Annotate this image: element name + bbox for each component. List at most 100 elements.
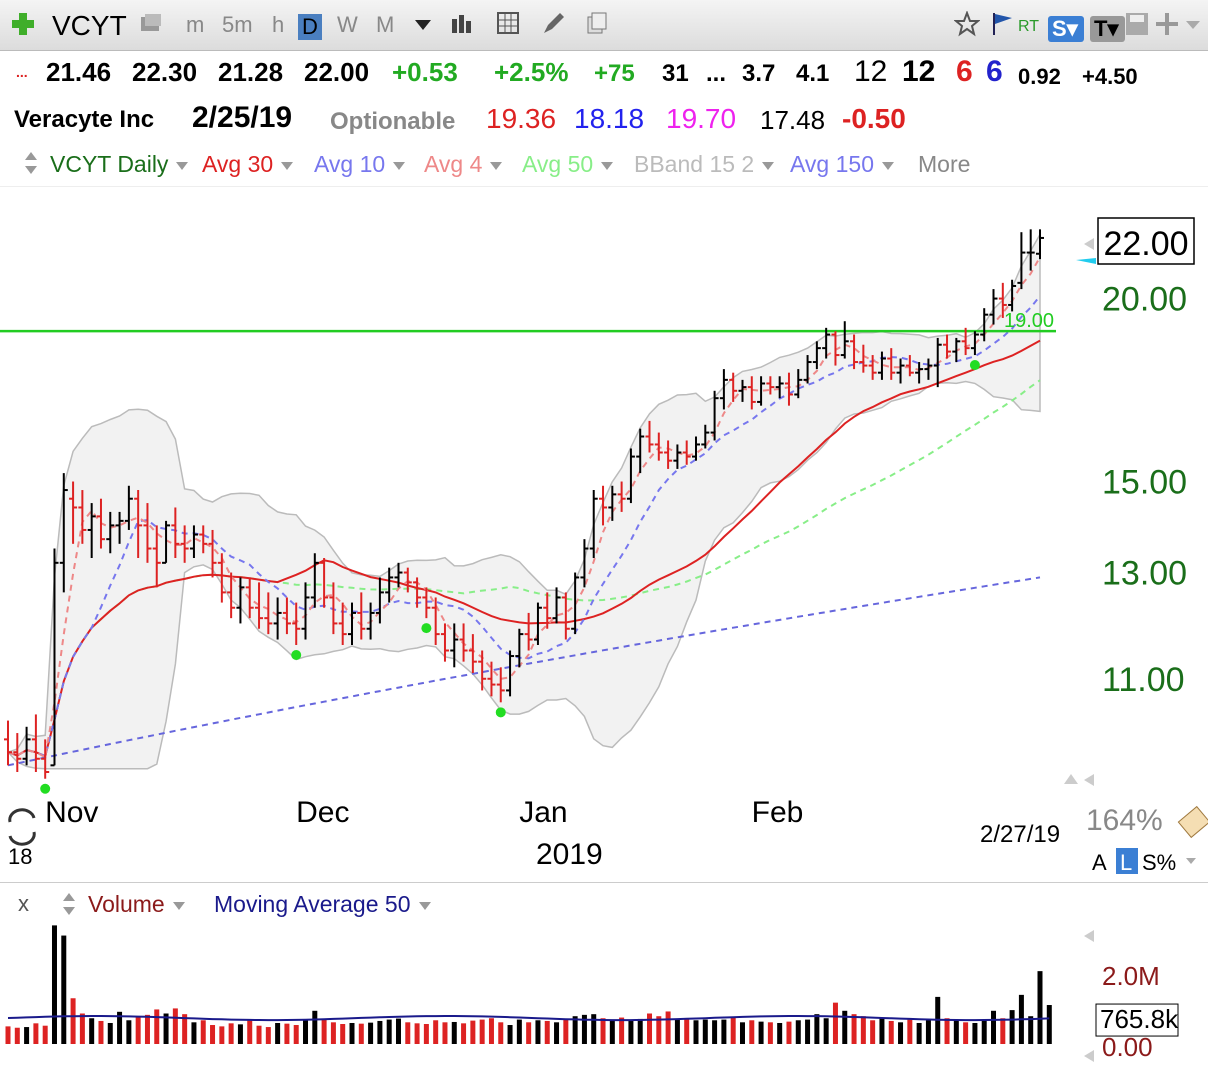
ohlc-bar [812,341,821,370]
symbol-input[interactable]: VCYT [52,10,127,41]
ruler-icon[interactable] [1177,805,1208,839]
volume-bar [721,1019,727,1044]
ohlc-bar [310,553,319,608]
x-tick-label: Dec [296,796,349,829]
volume-bar [498,1022,504,1044]
rt-label[interactable]: RT [1018,18,1040,35]
ohlc-bar [766,376,775,395]
dropdown-icon[interactable] [410,11,436,37]
grid-icon[interactable] [496,11,522,37]
timeframe-m[interactable]: m [186,12,205,37]
updown-arrow-icon[interactable] [22,150,40,176]
bollinger-band-area [6,231,1041,770]
volume-bar [144,1014,150,1044]
ohlc-bar [106,511,115,554]
volume-bar [712,1020,718,1044]
pencil-icon[interactable] [540,11,566,37]
volume-study[interactable]: Volume [88,891,185,918]
studies-bar: VCYT Daily Avg 30 Avg 10 Avg 4 Avg 50 BB… [0,142,1208,187]
ohlc-bar [608,485,617,521]
study-avg10[interactable]: Avg 10 [314,151,406,178]
volume-bar [544,1020,550,1044]
scroll-up-icon[interactable] [1064,774,1078,784]
volume-bar [702,1019,708,1044]
volume-bar [247,1020,253,1044]
volume-bars [5,925,1052,1044]
timeframe-w[interactable]: W [337,12,358,37]
ohlc-bar [710,390,719,441]
ohlc-bar [348,602,356,645]
volume-scroll-up-icon[interactable] [1084,930,1094,942]
scroll-left-icon[interactable] [1084,238,1094,250]
timeframe-m-monthly[interactable]: M [376,12,395,37]
ohlc-bar [115,511,124,544]
volume-bar [5,1026,11,1044]
quote-v12a: 12 [854,55,888,88]
flag-icon[interactable] [990,11,1016,37]
chevron-down-icon[interactable] [1180,11,1206,37]
volume-bar [554,1022,560,1044]
ohlc-bar [31,714,40,772]
volume-bar [860,1016,866,1044]
volume-bar [442,1022,448,1044]
ohlc-bar [533,602,542,645]
scale-l-button[interactable]: L [1120,850,1132,875]
volume-bar [814,1014,820,1044]
save-icon[interactable] [1124,11,1150,37]
ohlc-bar [264,592,273,635]
timeframe-5m[interactable]: 5m [222,12,253,37]
volume-bar [386,1019,392,1044]
stack-icon[interactable] [138,11,164,37]
bar-chart-icon[interactable] [450,11,476,37]
y-tick-label: 13.00 [1102,555,1187,593]
volume-bar [991,1010,997,1044]
study-avg50[interactable]: Avg 50 [522,151,614,178]
price-chart[interactable]: 19.00 20.00 15.00 13.00 11.00 Nov Dec Jan Feb 2… [0,186,1208,882]
scale-spct-button[interactable]: S% [1142,850,1176,875]
volume-scroll-down-icon[interactable] [1084,1050,1094,1062]
star-icon[interactable] [954,11,980,37]
s-button[interactable]: S▾ [1048,16,1084,42]
study-main[interactable]: VCYT Daily [50,151,189,178]
volume-bar [107,1022,113,1044]
study-bband[interactable]: BBand 15 2 [634,151,775,178]
study-avg30[interactable]: Avg 30 [202,151,294,178]
ohlc-bar [282,597,291,635]
volume-chart[interactable]: 2.0M 765.8k 0.00 [0,922,1208,1072]
scroll-left-icon-2[interactable] [1084,774,1094,786]
scale-a-button[interactable]: A [1092,850,1107,875]
zoom-label[interactable]: 164% [1086,804,1163,837]
t-button[interactable]: T▾ [1090,16,1125,42]
ohlc-bar [989,289,998,325]
close-volume-icon[interactable]: x [18,891,29,916]
ohlc-bar [524,612,533,651]
ohlc-bar [580,539,589,588]
timeframe-h[interactable]: h [272,12,285,37]
ohlc-bar [227,572,236,619]
ohlc-bar [180,525,189,563]
volume-ma-study[interactable]: Moving Average 50 [214,891,431,918]
volume-bar [907,1019,913,1044]
volume-bar [572,1016,578,1044]
study-avg4[interactable]: Avg 4 [424,151,503,178]
bollinger-band [6,231,1041,770]
move-icon[interactable] [1154,11,1180,37]
scale-l-bg [1116,848,1138,874]
copy-icon[interactable] [584,11,610,37]
volume-updown-arrow-icon[interactable] [60,891,78,917]
ohlc-bar [654,432,663,461]
plus-icon[interactable] [10,11,36,37]
volume-bar [507,1025,513,1044]
optionable-label: Optionable [330,108,456,135]
ohlc-bar [831,331,840,366]
ohlc-bar [822,327,831,359]
refresh-icon[interactable] [8,808,36,846]
ohlc-bar [1026,229,1035,271]
timeframe-d[interactable]: D [298,14,322,40]
study-more[interactable]: More [918,151,971,177]
scale-dropdown-icon[interactable] [1186,858,1196,864]
volume-bar [24,1027,30,1044]
volume-bar [888,1020,894,1044]
volume-bar [163,1013,169,1044]
study-avg150[interactable]: Avg 150 [790,151,894,178]
